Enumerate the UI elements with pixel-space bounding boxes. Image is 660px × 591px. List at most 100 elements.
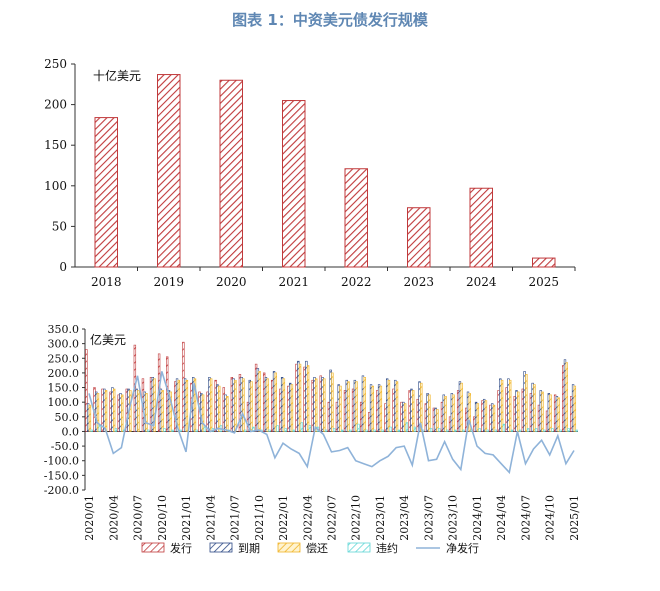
bar-偿还 — [169, 391, 172, 432]
bar-违约 — [357, 423, 360, 432]
bar-偿还 — [185, 379, 189, 432]
bar-违约 — [543, 429, 546, 432]
bar-偿还 — [218, 385, 221, 432]
bar-偿还 — [331, 372, 334, 432]
legend-label-净发行: 净发行 — [446, 541, 479, 555]
bar-偿还 — [428, 394, 431, 432]
monthly-issuance-chart: -200.0 -150.0-100.0 -50.0 0.050.0 100.0150.0… — [44, 323, 581, 555]
bar-偿还 — [533, 384, 536, 432]
bar-违约 — [147, 429, 150, 432]
bar-违约 — [381, 429, 384, 432]
y-tick-label: 50.0 — [55, 411, 80, 424]
bar-偿还 — [323, 378, 326, 432]
unit-label: 亿美元 — [90, 332, 126, 347]
legend-swatch-到期 — [209, 542, 233, 553]
bar-违约 — [478, 428, 481, 432]
y-tick-label: 150 — [44, 138, 67, 152]
bar-2025 — [532, 257, 556, 268]
bar-2023 — [407, 207, 431, 268]
bar-偿还 — [500, 379, 504, 432]
bar-违约 — [324, 429, 328, 432]
bar-偿还 — [557, 397, 560, 432]
bar-偿还 — [129, 390, 132, 432]
bar-违约 — [244, 429, 247, 432]
bar-违约 — [575, 429, 578, 432]
bar-违约 — [284, 428, 287, 432]
bar-偿还 — [96, 393, 100, 432]
bar-偿还 — [517, 391, 520, 432]
x-tick-label: 2020/10 — [156, 495, 169, 541]
y-tick-label: 250 — [44, 57, 67, 71]
legend-label-偿还: 偿还 — [306, 541, 328, 555]
y-tick-label: 100.0 — [48, 396, 80, 409]
x-tick-label: 2021/04 — [204, 495, 217, 541]
bar-2024 — [469, 187, 493, 268]
bar-偿还 — [492, 404, 496, 432]
bar-违约 — [332, 428, 336, 432]
bar-违约 — [292, 429, 295, 432]
bar-偿还 — [355, 381, 358, 432]
bar-偿还 — [460, 382, 463, 432]
x-tick-label: 2021/10 — [253, 495, 266, 541]
bar-违约 — [300, 422, 304, 432]
bar-违约 — [365, 429, 368, 432]
legend-label-发行: 发行 — [170, 541, 192, 555]
bar-违约 — [494, 429, 497, 432]
bar-违约 — [462, 429, 465, 432]
bar-偿还 — [137, 390, 140, 432]
x-tick-label: 2023/01 — [374, 495, 387, 541]
bar-偿还 — [412, 390, 415, 432]
x-tick-label: 2022/04 — [301, 495, 314, 541]
bar-违约 — [98, 425, 101, 432]
bar-偿还 — [177, 379, 181, 432]
bar-违约 — [567, 428, 570, 432]
bar-偿还 — [290, 384, 294, 432]
bar-违约 — [268, 429, 271, 432]
y-tick-label: 0.0 — [62, 425, 80, 438]
bar-偿还 — [549, 394, 552, 432]
annual-issuance-chart: 0 50 100 150 200 250 2018 2019 2020 2021 2022 2023 2… — [44, 57, 576, 289]
y-tick-label: 350.0 — [48, 323, 80, 336]
bar-偿还 — [201, 394, 205, 432]
bar-偿还 — [258, 371, 261, 432]
bar-偿还 — [363, 376, 366, 432]
bar-偿还 — [525, 374, 528, 432]
bar-违约 — [429, 428, 433, 432]
bar-违约 — [551, 428, 554, 432]
bar-偿还 — [209, 378, 213, 432]
x-tick-label: 2020 — [216, 275, 247, 289]
bar-违约 — [397, 429, 401, 432]
bar-2018 — [94, 117, 118, 268]
bar-偿还 — [395, 381, 399, 432]
y-tick-label: 100 — [44, 179, 67, 193]
bar-偿还 — [403, 403, 407, 432]
x-tick-label: 2025 — [528, 275, 559, 289]
bar-偿还 — [153, 378, 156, 432]
bar-偿还 — [282, 378, 286, 432]
bar-偿还 — [387, 379, 391, 432]
legend-label-到期: 到期 — [238, 542, 260, 555]
bar-违约 — [276, 425, 279, 432]
bar-偿还 — [112, 388, 116, 432]
y-tick-label: -200.0 — [44, 484, 79, 497]
bar-偿还 — [104, 390, 108, 432]
x-tick-label: 2021/01 — [180, 495, 193, 541]
legend-swatch-发行 — [141, 542, 165, 553]
x-tick-label: 2023/04 — [398, 495, 411, 541]
y-tick-label: 200.0 — [48, 367, 80, 380]
y-tick-label: -150.0 — [44, 469, 79, 482]
x-tick-label: 2023/10 — [447, 495, 460, 541]
x-tick-label: 2025/01 — [568, 495, 581, 541]
x-tick-label: 2020/07 — [132, 495, 145, 541]
bar-偿还 — [121, 394, 124, 432]
bar-偿还 — [347, 381, 350, 432]
bar-违约 — [438, 428, 441, 432]
y-tick-label: 150.0 — [48, 382, 80, 395]
x-tick-label: 2020/01 — [83, 495, 96, 541]
unit-label: 十亿美元 — [93, 68, 141, 83]
bar-违约 — [163, 428, 166, 432]
y-tick-label: 50 — [52, 219, 67, 233]
bar-2019 — [157, 74, 181, 268]
x-tick-label: 2019 — [153, 275, 184, 289]
